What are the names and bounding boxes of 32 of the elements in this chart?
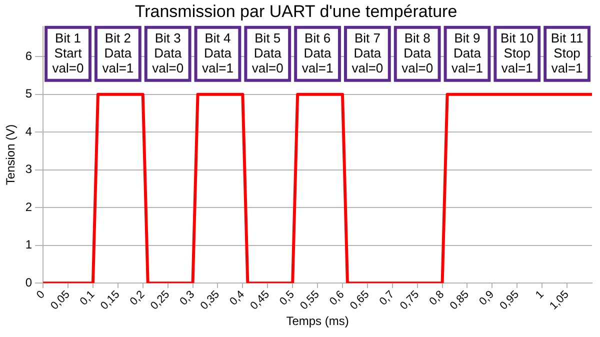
x-tick-label: 0,1 bbox=[78, 288, 98, 308]
annotation: Bit 10 Stop val=1 bbox=[500, 30, 534, 76]
x-tick-label: 0,6 bbox=[327, 288, 347, 308]
annotation: Bit 3 Data val=0 bbox=[152, 30, 184, 76]
y-tick-label: 3 bbox=[25, 162, 32, 176]
x-tick-label: 0,2 bbox=[128, 288, 148, 308]
y-tick-label: 4 bbox=[25, 124, 32, 138]
annotation: Bit 11 Stop val=1 bbox=[550, 30, 584, 76]
y-tick-label: 5 bbox=[25, 86, 32, 101]
y-tick-label: 6 bbox=[25, 48, 32, 63]
annotation: Bit 2 Data val=1 bbox=[102, 30, 134, 76]
annotation: Bit 7 Data val=0 bbox=[352, 30, 384, 76]
x-tick-label: 1 bbox=[534, 288, 546, 302]
x-tick-label: 0,3 bbox=[178, 288, 198, 308]
annotation: Bit 4 Data val=1 bbox=[202, 30, 234, 76]
annotation: Bit 8 Data val=0 bbox=[402, 30, 434, 76]
y-tick-label: 2 bbox=[25, 200, 32, 214]
annotation: Bit 5 Data val=0 bbox=[252, 30, 284, 76]
x-tick-label: 0,8 bbox=[427, 288, 447, 308]
annotation: Bit 9 Data val=1 bbox=[452, 30, 483, 76]
x-tick-label: 0,7 bbox=[377, 288, 397, 308]
y-tick-label: 1 bbox=[25, 238, 32, 252]
y-tick-label: 0 bbox=[25, 275, 32, 290]
x-axis-title: Temps (ms) bbox=[286, 314, 349, 328]
annotation: Bit 1 Start val=0 bbox=[52, 30, 84, 76]
annotation: Bit 6 Data val=1 bbox=[302, 30, 334, 76]
x-tick-label: 0,5 bbox=[278, 288, 297, 308]
y-axis-title: Tension (V) bbox=[4, 124, 18, 186]
x-tick-label: 0 bbox=[34, 288, 48, 302]
x-tick-label: 0,4 bbox=[228, 288, 247, 308]
chart-title: Transmission par UART d'une température bbox=[134, 2, 458, 21]
x-tick-label: 0,9 bbox=[477, 288, 496, 308]
